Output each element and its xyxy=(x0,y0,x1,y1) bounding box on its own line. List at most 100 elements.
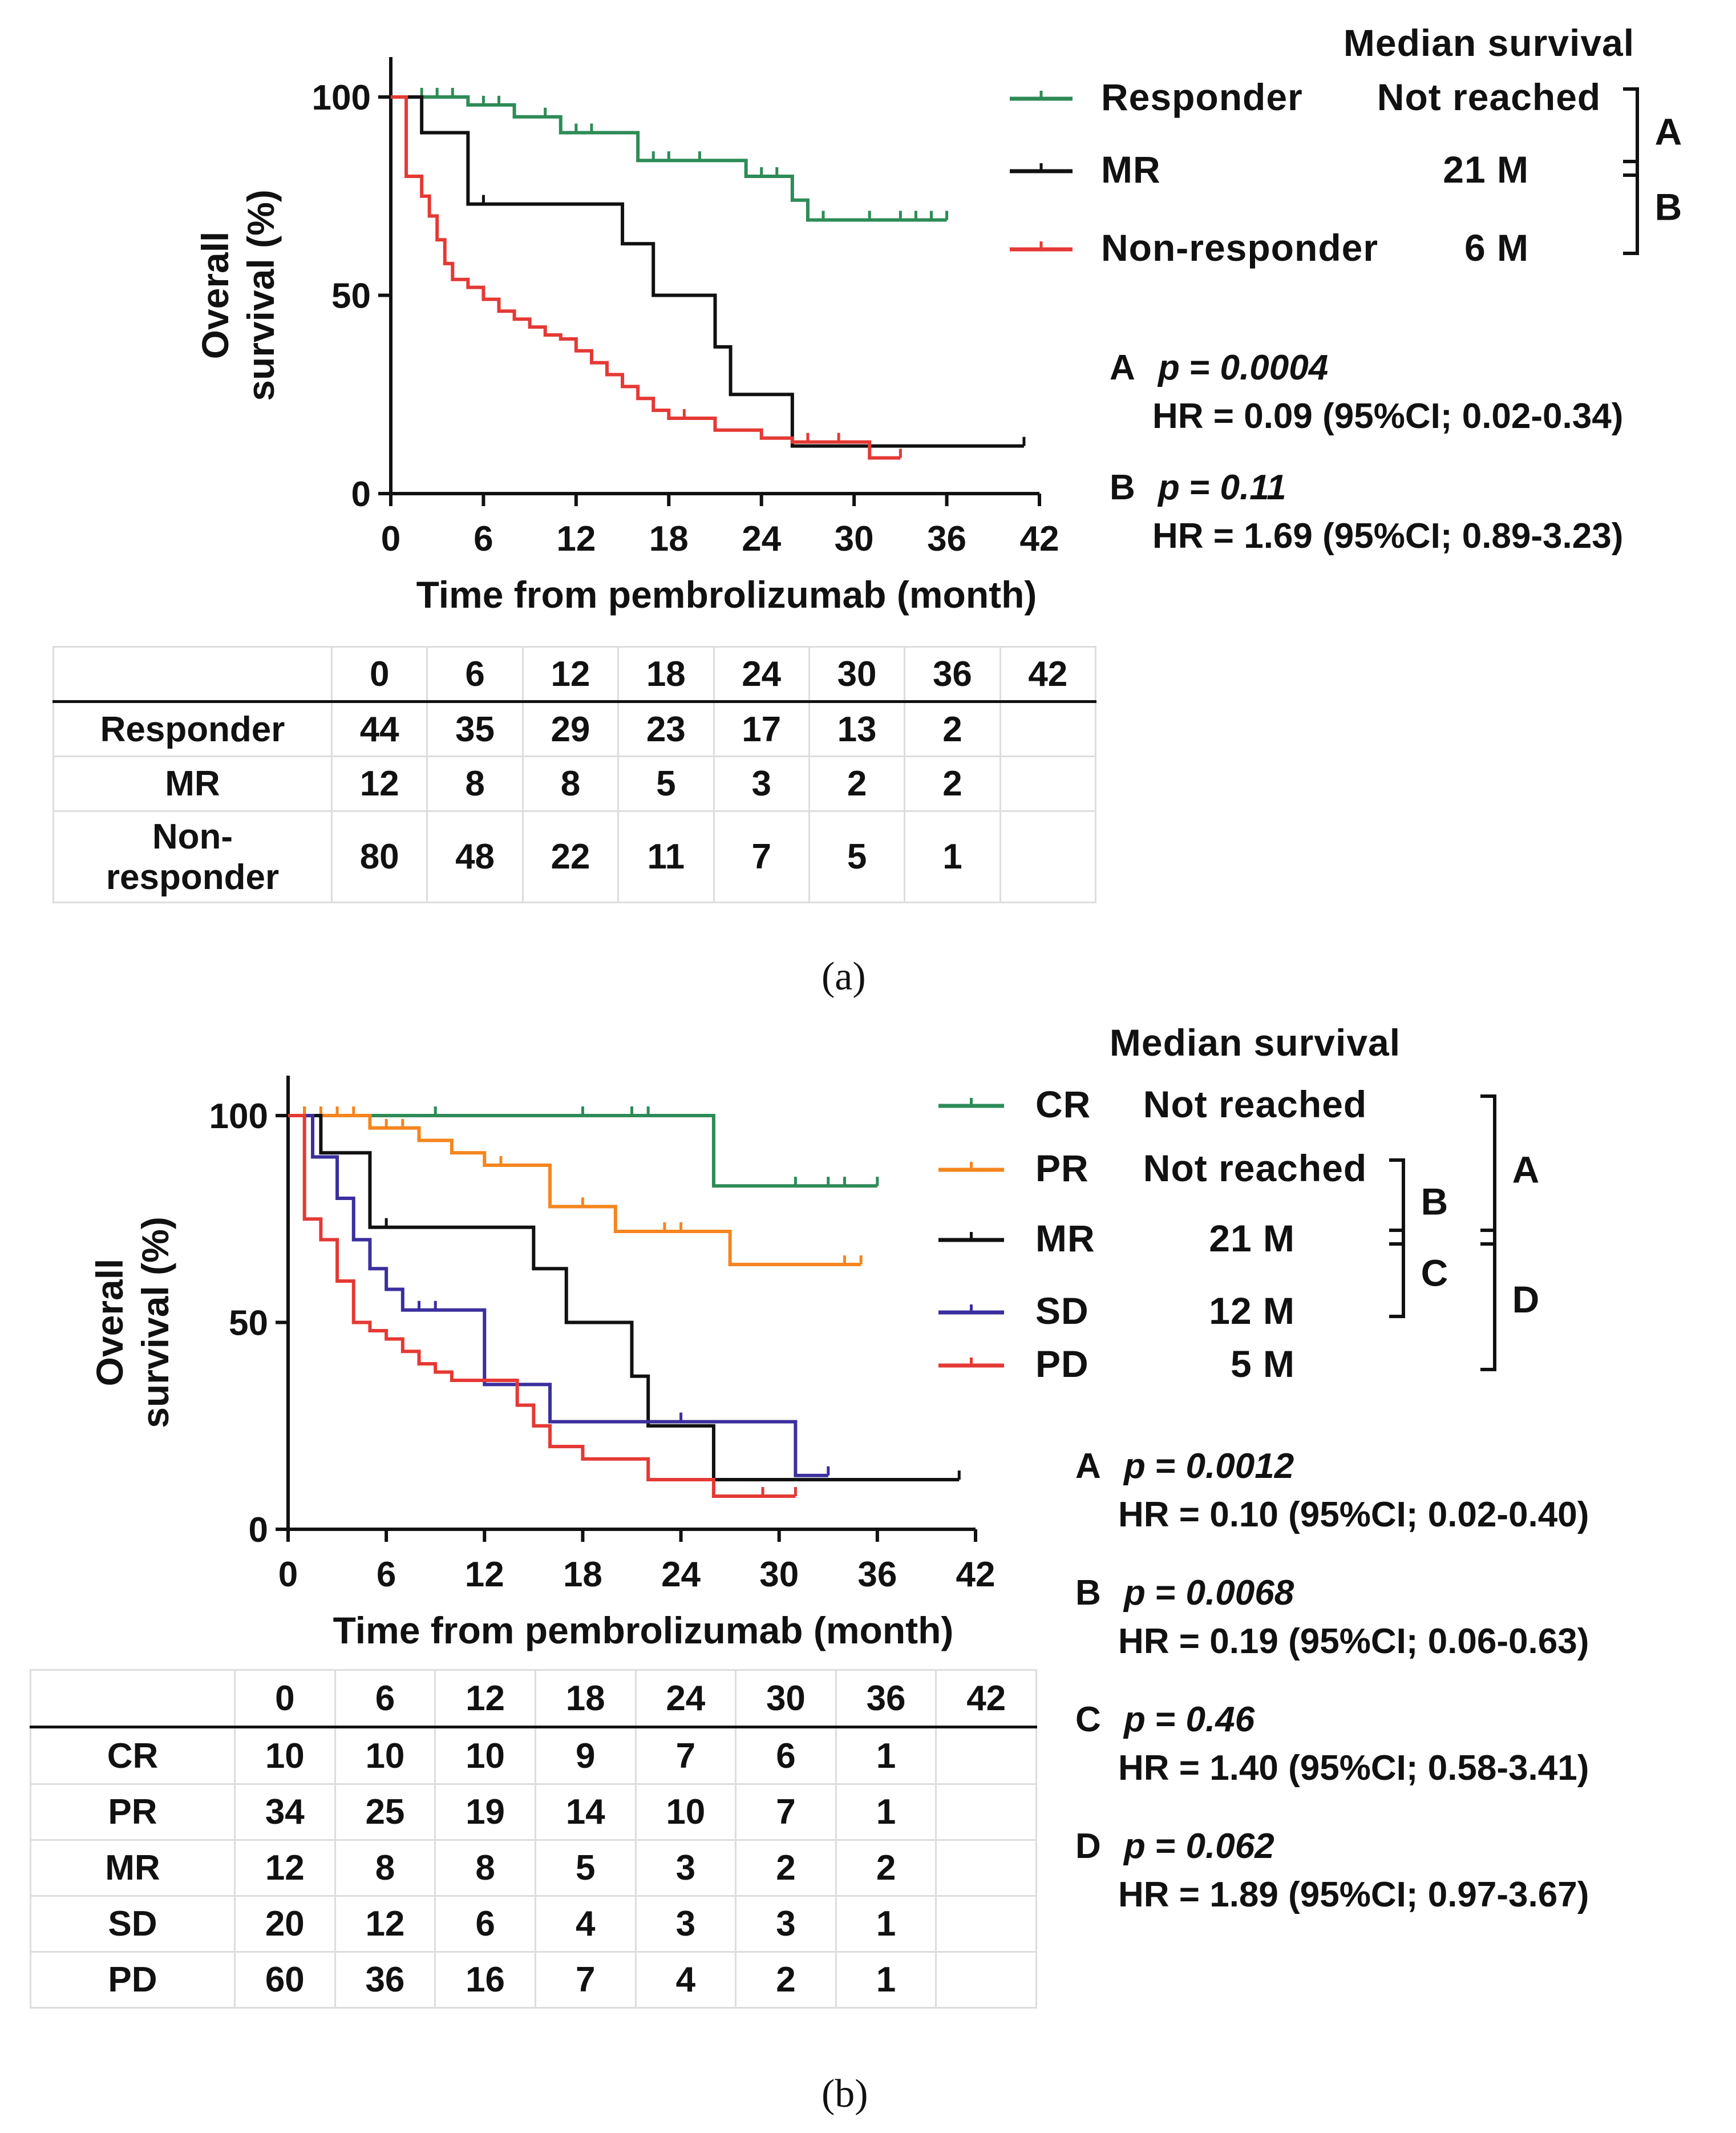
risk-table-row-a-1: MR 12 8 8 5 3 2 2 xyxy=(52,756,1097,812)
stat-label-b-0: A xyxy=(1075,1447,1101,1486)
bracket-a-a xyxy=(1623,87,1639,177)
risk-table-b: 0 6 12 18 24 30 36 42 CR 10 10 10 9 7 6 1 PR 34 25 19 14 10 7 1… xyxy=(30,1669,1037,2009)
risk-cell-b-2-3: 5 xyxy=(534,1839,637,1897)
risk-row-label-line-b-3-0: SD xyxy=(108,1904,157,1944)
risk-cell-b-4-2: 16 xyxy=(434,1951,536,2009)
risk-table-row-b-3: SD 20 12 6 4 3 3 1 xyxy=(30,1895,1037,1953)
risk-header-cell-b-1: 0 xyxy=(234,1669,336,1728)
risk-cell-b-3-2: 6 xyxy=(434,1895,536,1953)
risk-cell-b-0-0: 10 xyxy=(234,1726,336,1785)
x-tick-label-b-6: 6 xyxy=(377,1555,396,1594)
km-plot-a: 0 6 12 18 24 30 36 42 0 50 100 Time from pembrolizu… xyxy=(194,22,1683,616)
risk-cell-b-4-7 xyxy=(935,1951,1037,2009)
risk-cell-b-3-0: 20 xyxy=(234,1895,336,1953)
risk-cell-a-2-5: 5 xyxy=(808,810,906,903)
stat-p-b-1: p = 0.0068 xyxy=(1123,1573,1294,1613)
legend-label-a-2: Non-responder xyxy=(1101,227,1378,269)
risk-cell-b-3-5: 3 xyxy=(735,1895,837,1953)
stat-p-a-1: p = 0.11 xyxy=(1157,468,1286,507)
legend-median-b-0: Not reached xyxy=(1143,1083,1367,1125)
risk-cell-b-0-1: 10 xyxy=(334,1726,436,1785)
x-tick-label-a-0: 0 xyxy=(381,519,400,559)
bracket-label-a-b: B xyxy=(1655,186,1683,228)
stat-p-b-2: p = 0.46 xyxy=(1123,1700,1255,1739)
legend-label-b-3: SD xyxy=(1035,1290,1089,1332)
risk-cell-a-2-1: 48 xyxy=(426,810,524,903)
risk-cell-a-2-6: 1 xyxy=(904,810,1001,903)
legend-title-b: Median survival xyxy=(1110,1021,1401,1064)
risk-header-cell-b-4: 18 xyxy=(534,1669,637,1728)
risk-cell-b-4-4: 4 xyxy=(634,1951,737,2009)
km-curve-a-non-responder xyxy=(391,95,901,460)
risk-header-cell-b-6: 30 xyxy=(735,1669,837,1728)
legend-median-b-2: 21 M xyxy=(1209,1217,1295,1259)
risk-cell-a-0-3: 23 xyxy=(617,701,715,757)
bracket-label-a-a: A xyxy=(1655,111,1683,153)
risk-header-cell-b-7: 36 xyxy=(835,1669,937,1728)
risk-cell-b-4-0: 60 xyxy=(234,1951,336,2009)
stat-label-b-2: C xyxy=(1075,1700,1101,1739)
risk-row-label-b-3: SD xyxy=(30,1895,236,1953)
risk-header-cell-a-3: 12 xyxy=(521,646,620,703)
risk-cell-a-0-6: 2 xyxy=(904,701,1001,757)
bracket-label-b-a: A xyxy=(1512,1149,1540,1191)
x-tick-label-b-0: 0 xyxy=(278,1555,298,1594)
risk-cell-b-0-3: 9 xyxy=(534,1726,637,1785)
risk-cell-a-1-6: 2 xyxy=(904,756,1001,812)
risk-cell-a-1-2: 8 xyxy=(521,756,620,812)
legend-median-b-3: 12 M xyxy=(1209,1290,1295,1332)
stat-hr-a-0: HR = 0.09 (95%CI; 0.02-0.34) xyxy=(1152,397,1623,436)
bracket-b-b xyxy=(1389,1158,1405,1246)
risk-header-cell-a-6: 30 xyxy=(808,646,906,703)
risk-row-label-a-0: Responder xyxy=(52,701,333,757)
risk-cell-a-0-4: 17 xyxy=(713,701,810,757)
risk-header-cell-a-2: 6 xyxy=(426,646,524,703)
y-tick-label-a-50: 50 xyxy=(331,277,371,316)
risk-cell-a-0-5: 13 xyxy=(808,701,906,757)
risk-row-label-b-4: PD xyxy=(30,1951,236,2009)
stat-label-b-1: B xyxy=(1075,1573,1101,1613)
x-tick-label-a-12: 12 xyxy=(556,519,596,559)
bracket-label-b-b: B xyxy=(1421,1181,1449,1223)
risk-row-label-line-a-2-1: responder xyxy=(106,857,280,897)
bracket-b-a xyxy=(1480,1094,1496,1246)
y-tick-label-a-100: 100 xyxy=(312,78,371,118)
risk-cell-b-2-1: 8 xyxy=(334,1839,436,1897)
risk-table-a: 0 6 12 18 24 30 36 42 Responder 44 35 29 23 17 13 2 MR 12… xyxy=(52,646,1097,903)
risk-table-row-b-1: PR 34 25 19 14 10 7 1 xyxy=(30,1783,1037,1841)
risk-header-cell-a-8: 42 xyxy=(999,646,1097,703)
km-curve-b-cr xyxy=(288,1114,877,1188)
risk-header-cell-b-0 xyxy=(30,1669,236,1728)
x-tick-label-a-18: 18 xyxy=(649,519,689,559)
stat-label-a-1: B xyxy=(1110,468,1135,507)
risk-cell-b-2-4: 3 xyxy=(634,1839,737,1897)
km-curve-b-mr xyxy=(288,1114,960,1481)
risk-cell-b-4-6: 1 xyxy=(835,1951,937,2009)
x-tick-label-a-30: 30 xyxy=(835,519,874,559)
figure-panel-b: 0 6 12 18 24 30 36 42 0 50 100 Time from pembrolizu… xyxy=(0,1004,1736,2133)
km-curve-b-pd xyxy=(288,1114,796,1498)
risk-cell-b-3-7 xyxy=(935,1895,1037,1953)
risk-row-label-line-b-4-0: PD xyxy=(108,1960,157,1999)
risk-row-label-line-b-0-0: CR xyxy=(107,1736,159,1776)
risk-row-label-b-0: CR xyxy=(30,1726,236,1785)
legend-label-b-1: PR xyxy=(1035,1147,1089,1189)
risk-header-cell-a-7: 36 xyxy=(904,646,1001,703)
risk-row-label-a-1: MR xyxy=(52,756,333,812)
risk-row-label-a-2: Non-responder xyxy=(52,810,333,903)
risk-header-cell-a-5: 24 xyxy=(713,646,810,703)
x-tick-label-b-18: 18 xyxy=(563,1555,602,1594)
bracket-a-b xyxy=(1623,160,1639,255)
risk-cell-b-1-1: 25 xyxy=(334,1783,436,1841)
risk-header-cell-a-4: 18 xyxy=(617,646,715,703)
km-curve-a-mr xyxy=(391,95,1024,448)
risk-cell-b-2-2: 8 xyxy=(434,1839,536,1897)
caption-a: (a) xyxy=(822,955,866,999)
risk-cell-b-1-0: 34 xyxy=(234,1783,336,1841)
x-tick-label-b-30: 30 xyxy=(759,1555,799,1594)
risk-table-row-a-2: Non-responder 80 48 22 11 7 5 1 xyxy=(52,810,1097,903)
y-tick-label-b-100: 100 xyxy=(209,1097,268,1136)
risk-cell-b-1-3: 14 xyxy=(534,1783,637,1841)
risk-cell-b-2-7 xyxy=(935,1839,1037,1897)
risk-cell-a-2-2: 22 xyxy=(521,810,620,903)
